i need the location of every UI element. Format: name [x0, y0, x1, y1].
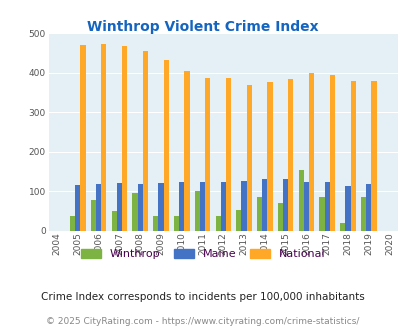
Bar: [324, 182, 329, 231]
Bar: [319, 197, 324, 231]
Bar: [365, 184, 371, 231]
Bar: [179, 182, 184, 231]
Bar: [267, 82, 272, 231]
Bar: [117, 183, 121, 231]
Bar: [329, 75, 334, 231]
Bar: [91, 200, 96, 231]
Bar: [303, 182, 308, 231]
Bar: [215, 216, 220, 231]
Text: Winthrop Violent Crime Index: Winthrop Violent Crime Index: [87, 20, 318, 34]
Bar: [173, 216, 179, 231]
Bar: [282, 179, 288, 231]
Bar: [158, 183, 163, 231]
Bar: [137, 184, 143, 231]
Bar: [111, 211, 117, 231]
Bar: [256, 197, 262, 231]
Bar: [205, 78, 210, 231]
Bar: [199, 182, 205, 231]
Bar: [360, 197, 365, 231]
Text: © 2025 CityRating.com - https://www.cityrating.com/crime-statistics/: © 2025 CityRating.com - https://www.city…: [46, 317, 359, 326]
Bar: [350, 81, 355, 231]
Bar: [220, 182, 225, 231]
Bar: [371, 81, 376, 231]
Bar: [308, 73, 313, 231]
Bar: [236, 210, 241, 231]
Text: Crime Index corresponds to incidents per 100,000 inhabitants: Crime Index corresponds to incidents per…: [41, 292, 364, 302]
Bar: [262, 179, 267, 231]
Bar: [163, 60, 168, 231]
Bar: [122, 46, 127, 231]
Bar: [132, 193, 137, 231]
Bar: [101, 44, 106, 231]
Bar: [194, 191, 199, 231]
Legend: Winthrop, Maine, National: Winthrop, Maine, National: [76, 244, 329, 263]
Bar: [225, 78, 230, 231]
Bar: [143, 51, 147, 231]
Bar: [70, 216, 75, 231]
Bar: [184, 71, 189, 231]
Bar: [246, 85, 251, 231]
Bar: [96, 184, 101, 231]
Bar: [288, 79, 293, 231]
Bar: [241, 181, 246, 231]
Bar: [75, 185, 80, 231]
Bar: [298, 170, 303, 231]
Bar: [339, 223, 345, 231]
Bar: [153, 216, 158, 231]
Bar: [80, 45, 85, 231]
Bar: [345, 186, 350, 231]
Bar: [277, 203, 282, 231]
